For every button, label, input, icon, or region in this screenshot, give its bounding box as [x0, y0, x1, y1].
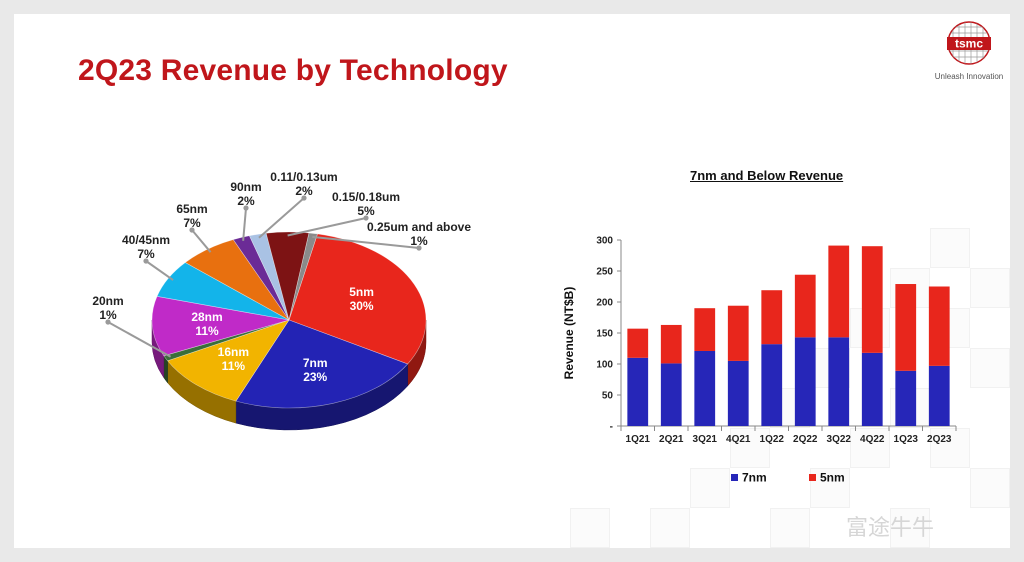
bar-5nm-4Q21 [727, 305, 749, 361]
legend-swatch-5nm [809, 474, 816, 481]
pie-label-40-45nm: 40/45nm 7% [121, 233, 171, 261]
pie-slice-0-25um-and-above [288, 232, 318, 321]
y-tick-label: 50 [602, 391, 614, 402]
pie-slice-28nm [151, 295, 290, 357]
y-tick-label: 250 [596, 267, 613, 278]
pie-label-0-15-0-18um: 0.15/0.18um 5% [331, 190, 401, 218]
x-tick-label: 4Q21 [726, 434, 751, 445]
bar-5nm-1Q22 [761, 290, 783, 345]
bar-5nm-2Q22 [794, 274, 816, 338]
x-tick-label: 4Q22 [860, 434, 885, 445]
bar-5nm-3Q22 [828, 245, 850, 338]
x-tick-label: 2Q21 [659, 434, 684, 445]
bar-legend: 7nm 5nm [731, 471, 845, 485]
tsmc-logo: tsmc Unleash Innovation [928, 20, 1010, 82]
bar-7nm-1Q21 [627, 357, 649, 426]
pie-label-28nm: 28nm 11% [191, 309, 223, 338]
bar-5nm-2Q21 [660, 324, 682, 364]
y-tick-label: 150 [596, 329, 613, 340]
x-tick-label: 1Q21 [626, 434, 651, 445]
pie-label-16nm: 16nm 11% [217, 344, 250, 373]
pie-label-65nm: 65nm 7% [176, 202, 208, 230]
pie-slice-7nm [235, 319, 409, 409]
logo-text: tsmc [955, 37, 983, 51]
bar-7nm-3Q21 [694, 350, 716, 426]
y-ticks: - 50 100 150 200 250 300 [596, 236, 621, 433]
pie-label-0-25um-and-above: 0.25um and above 1% [366, 220, 472, 248]
watermark: 富途牛牛 [846, 516, 935, 541]
bar-5nm-2Q23 [928, 286, 950, 366]
leader-90nm [242, 205, 249, 241]
bar-7nm-3Q22 [828, 337, 850, 426]
x-tick-label: 3Q21 [693, 434, 718, 445]
y-tick-label: 300 [596, 236, 613, 247]
x-tick-label: 1Q23 [894, 434, 919, 445]
technology-pie-chart [105, 195, 427, 431]
legend-label-5nm: 5nm [820, 471, 845, 485]
x-tick-label: 2Q23 [927, 434, 952, 445]
bar-5nm-1Q21 [627, 328, 649, 358]
leader-0-25um-and-above [312, 235, 422, 251]
pie-label-5nm: 5nm 30% [349, 285, 374, 314]
y-axis-label: Revenue (NT$B) [562, 287, 576, 380]
leader-20nm [105, 319, 172, 358]
bar-7nm-1Q22 [761, 344, 783, 426]
tsmc-wafer-icon: tsmc [947, 21, 991, 65]
bar-chart-title: 7nm and Below Revenue [690, 168, 844, 183]
leader-40-45nm [143, 258, 174, 281]
pie-top [151, 231, 427, 409]
legend-swatch-7nm [731, 474, 738, 481]
bar-5nm-4Q22 [861, 246, 883, 353]
seven-nm-revenue-bar-chart: - 50 100 150 200 250 300 Revenue (NT$B) 1Q21 2Q21… [562, 236, 957, 485]
pie-label-0-11-0-13um: 0.11/0.13um 2% [270, 170, 338, 198]
bars [627, 245, 950, 426]
x-tick-label: 1Q22 [760, 434, 785, 445]
bar-7nm-2Q21 [660, 363, 682, 426]
legend-label-7nm: 7nm [742, 471, 767, 485]
bar-5nm-3Q21 [694, 308, 716, 351]
y-tick-label: 200 [596, 298, 613, 309]
x-tick-label: 2Q22 [793, 434, 818, 445]
slide-title: 2Q23 Revenue by Technology [78, 54, 508, 87]
slide: 2Q23 Revenue by Technology tsmc Unleash … [14, 14, 1010, 548]
logo-tagline: Unleash Innovation [934, 72, 1004, 81]
leader-0-11-0-13um [258, 195, 307, 239]
pie-label-7nm: 7nm 23% [302, 356, 328, 385]
bar-7nm-4Q21 [727, 360, 749, 426]
leader-0-15-0-18um [287, 215, 369, 237]
y-tick-label: 100 [596, 360, 613, 371]
pie-label-90nm: 90nm 2% [230, 180, 262, 208]
x-tick-label: 3Q22 [827, 434, 852, 445]
bar-7nm-4Q22 [861, 352, 883, 426]
bar-7nm-2Q23 [928, 365, 950, 426]
pie-label-20nm: 20nm 1% [92, 294, 124, 322]
leader-65nm [189, 227, 212, 253]
pie-slice-16nm [167, 319, 290, 402]
bar-7nm-2Q22 [794, 337, 816, 426]
y-tick-label: - [610, 422, 613, 433]
bar-5nm-1Q23 [895, 284, 917, 371]
bar-7nm-1Q23 [895, 370, 917, 426]
